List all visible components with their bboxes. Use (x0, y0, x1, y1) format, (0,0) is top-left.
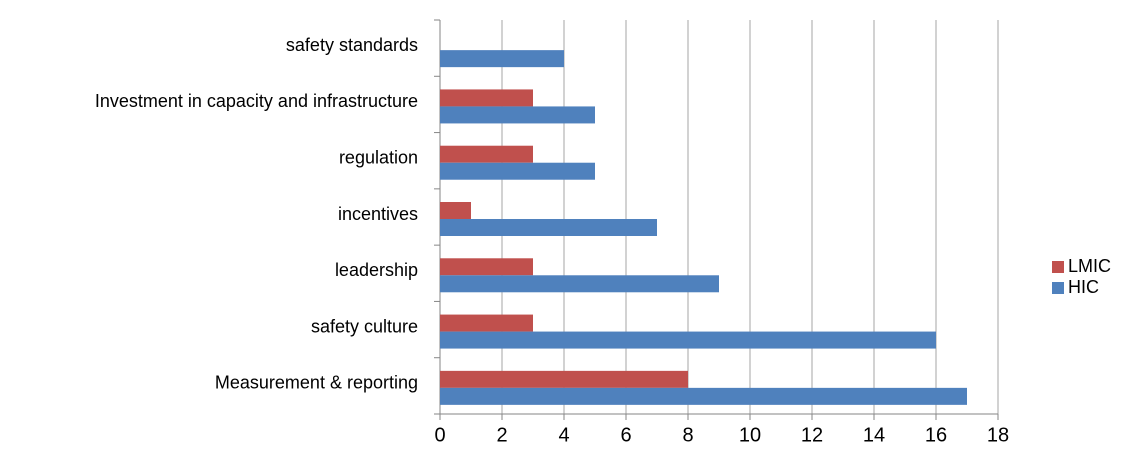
legend-swatch (1052, 261, 1064, 273)
bar (440, 50, 564, 68)
y-tick-label: leadership (335, 260, 418, 280)
x-tick-label: 0 (434, 424, 445, 446)
y-tick-label: Investment in capacity and infrastructur… (95, 91, 418, 111)
x-tick-label: 6 (620, 424, 631, 446)
x-tick-label: 12 (801, 424, 823, 446)
legend-swatch (1052, 282, 1064, 294)
legend-label: HIC (1068, 277, 1099, 297)
y-tick-label: safety standards (286, 35, 418, 55)
x-tick-label: 10 (739, 424, 761, 446)
y-tick-label: Measurement & reporting (215, 373, 418, 393)
bar (440, 258, 533, 276)
bar (440, 145, 533, 163)
bar (440, 387, 967, 405)
y-tick-label: incentives (338, 204, 418, 224)
bar (440, 314, 533, 332)
x-tick-label: 4 (558, 424, 569, 446)
bar (440, 106, 595, 124)
bar (440, 219, 657, 236)
bar (440, 331, 936, 349)
bar (440, 275, 719, 293)
bar (440, 202, 471, 219)
x-tick-label: 18 (987, 424, 1009, 446)
bar (440, 162, 595, 180)
legend-label: LMIC (1068, 256, 1111, 276)
x-tick-label: 16 (925, 424, 947, 446)
x-tick-label: 8 (682, 424, 693, 446)
bar (440, 370, 688, 388)
y-tick-label: regulation (339, 147, 418, 167)
bar (440, 89, 533, 107)
y-tick-label: safety culture (311, 316, 418, 336)
x-tick-label: 2 (496, 424, 507, 446)
x-tick-label: 14 (863, 424, 885, 446)
